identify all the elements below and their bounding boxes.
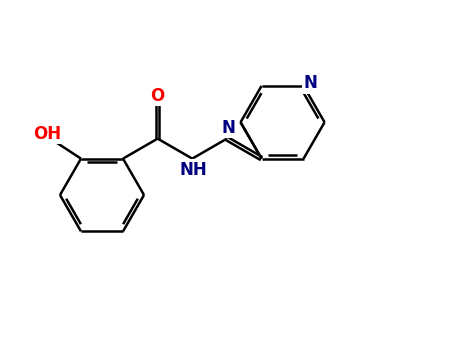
Text: N: N: [303, 74, 318, 92]
Text: OH: OH: [33, 125, 61, 143]
Text: N: N: [222, 119, 236, 136]
Text: O: O: [151, 87, 165, 105]
Text: NH: NH: [179, 161, 207, 178]
